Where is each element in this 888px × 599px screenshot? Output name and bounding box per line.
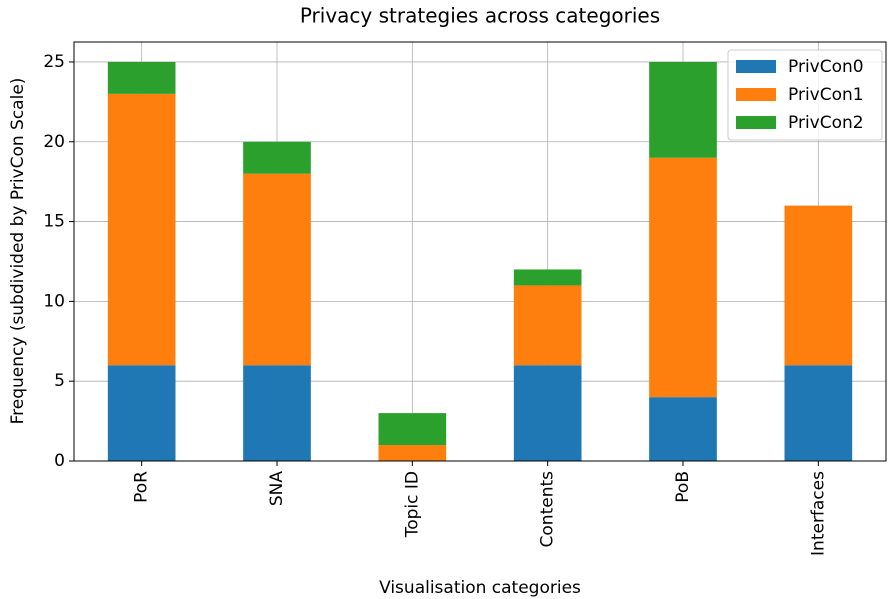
legend-swatch (736, 60, 776, 73)
bar-segment (649, 397, 717, 461)
bar-segment (513, 269, 582, 286)
bar-segment (784, 365, 853, 461)
x-tick-label: Interfaces (808, 471, 828, 556)
y-tick-label: 5 (54, 371, 65, 391)
x-axis-label: Visualisation categories (379, 578, 581, 598)
y-tick-label: 20 (43, 132, 65, 152)
bar-segment (513, 285, 582, 366)
bar-segment (107, 61, 176, 94)
x-tick-label: PoR (132, 471, 152, 503)
bar-segment (107, 365, 176, 461)
bar-segment (784, 205, 853, 366)
legend-label: PrivCon1 (788, 85, 864, 105)
bar-segment (107, 93, 176, 366)
x-tick-label: Contents (538, 471, 558, 548)
y-tick-label: 15 (43, 212, 65, 232)
legend-swatch (736, 88, 776, 101)
legend-label: PrivCon2 (788, 113, 864, 133)
legend: PrivCon0 PrivCon1 PrivCon2 (727, 49, 883, 141)
bar-segment (378, 445, 447, 461)
bar-segment (649, 157, 717, 398)
legend-label: PrivCon0 (788, 57, 864, 77)
x-tick-label: SNA (267, 471, 287, 507)
y-tick-label: 0 (54, 451, 65, 471)
bars (107, 61, 853, 461)
bar-segment (649, 61, 717, 158)
bar-segment (243, 173, 311, 366)
bar-segment (243, 365, 311, 461)
y-axis-label: Frequency (subdivided by PrivCon Scale) (8, 78, 28, 425)
bar-segment (513, 365, 582, 461)
bar-segment (378, 413, 447, 446)
y-tick-label: 25 (43, 52, 65, 72)
x-tick-label: PoB (673, 471, 693, 503)
y-tick-label: 10 (43, 291, 65, 311)
x-tick-label: Topic ID (402, 471, 422, 538)
bar-segment (243, 141, 311, 174)
chart-title: Privacy strategies across categories (300, 4, 660, 28)
axes: 0 5 10 15 20 25 PoR SNA Topic ID Contents PoB Inter… (43, 41, 887, 556)
plot-frame (73, 41, 887, 462)
legend-swatch (736, 116, 776, 129)
